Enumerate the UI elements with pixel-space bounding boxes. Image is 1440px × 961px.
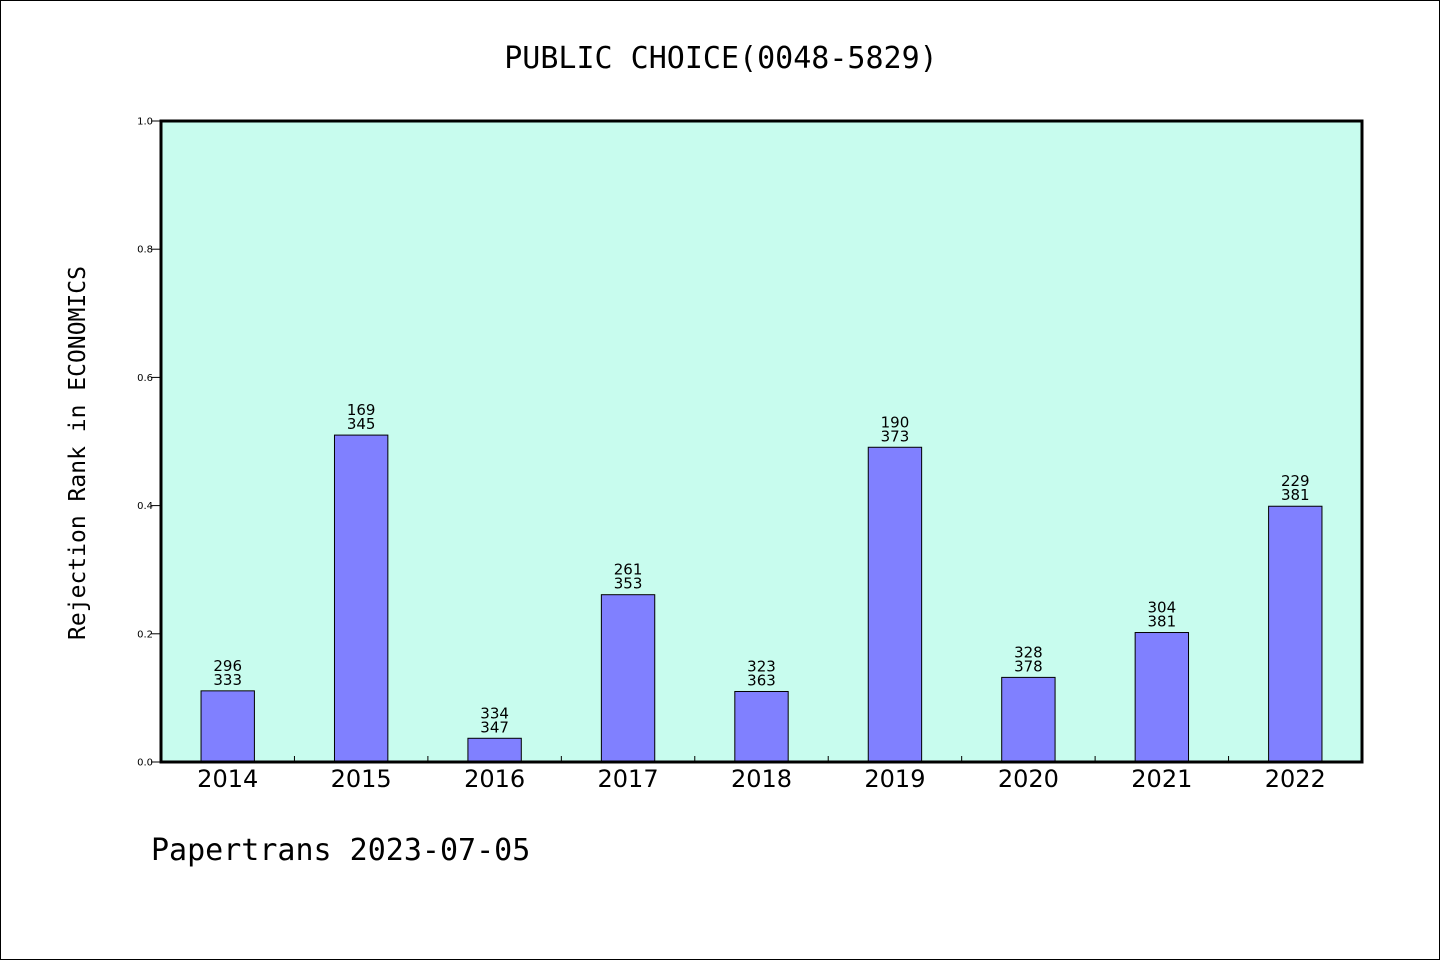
- bar-2016: [467, 737, 522, 763]
- x-axis-ticks: 2014 2015 2016 2017 2018 2019 2020 2021 2022: [197, 756, 1326, 793]
- y-axis-label: Rejection Rank in ECONOMICS: [65, 266, 91, 640]
- y-tick-label-0.6: 0.6: [137, 373, 153, 384]
- bar-2020: [1001, 676, 1056, 763]
- data-label-bottom-2014: 333: [213, 671, 242, 689]
- bar-2018: [734, 690, 789, 763]
- data-label-bottom-2019: 373: [881, 427, 910, 445]
- x-tick-label-2014: 2014: [197, 765, 258, 793]
- data-label-top-2018: 323: [747, 657, 776, 675]
- data-label-top-2020: 328: [1014, 643, 1043, 661]
- y-tick-label-0.0: 0.0: [137, 758, 153, 769]
- data-label-top-2022: 229: [1281, 472, 1310, 490]
- bars-group: [200, 434, 1323, 763]
- y-tick-label-0.8: 0.8: [137, 245, 153, 256]
- data-label-bottom-2015: 345: [347, 415, 376, 433]
- x-tick-label-2015: 2015: [331, 765, 392, 793]
- data-label-top-2016: 334: [480, 704, 509, 722]
- x-tick-label-2018: 2018: [731, 765, 792, 793]
- data-label-bottom-2022: 381: [1281, 486, 1310, 504]
- data-label-top-2015: 169: [347, 401, 376, 419]
- y-tick-label-0.4: 0.4: [137, 501, 153, 512]
- x-tick-label-2017: 2017: [598, 765, 659, 793]
- footer-watermark: Papertrans 2023-07-05: [151, 833, 531, 868]
- data-label-bottom-2021: 381: [1148, 613, 1177, 631]
- y-tick-label-1.0: 1.0: [137, 117, 153, 128]
- data-labels-group: 2963331693453343472613533233631903733283…: [213, 401, 1309, 736]
- bar-2014: [200, 690, 255, 763]
- y-axis-ticks: 0.0 0.2 0.4 0.6 0.8 1.0: [137, 117, 161, 769]
- data-label-bottom-2018: 363: [747, 671, 776, 689]
- data-label-bottom-2017: 353: [614, 575, 643, 593]
- x-tick-label-2016: 2016: [464, 765, 525, 793]
- chart-title: PUBLIC CHOICE(0048-5829): [504, 41, 937, 76]
- x-tick-label-2020: 2020: [998, 765, 1059, 793]
- x-tick-label-2022: 2022: [1265, 765, 1326, 793]
- data-label-bottom-2016: 347: [480, 718, 509, 736]
- bar-2015: [333, 434, 389, 763]
- y-tick-label-0.2: 0.2: [137, 629, 153, 640]
- bar-2021: [1134, 632, 1190, 763]
- x-tick-label-2019: 2019: [864, 765, 925, 793]
- bar-2022: [1268, 505, 1323, 763]
- data-label-top-2021: 304: [1148, 599, 1177, 617]
- bar-2019: [867, 446, 923, 763]
- x-tick-label-2021: 2021: [1131, 765, 1192, 793]
- plot-border: [159, 119, 1364, 764]
- data-label-top-2019: 190: [881, 413, 910, 431]
- bar-2017: [600, 594, 656, 763]
- data-label-bottom-2020: 378: [1014, 657, 1043, 675]
- data-label-top-2017: 261: [614, 561, 643, 579]
- data-label-top-2014: 296: [213, 657, 242, 675]
